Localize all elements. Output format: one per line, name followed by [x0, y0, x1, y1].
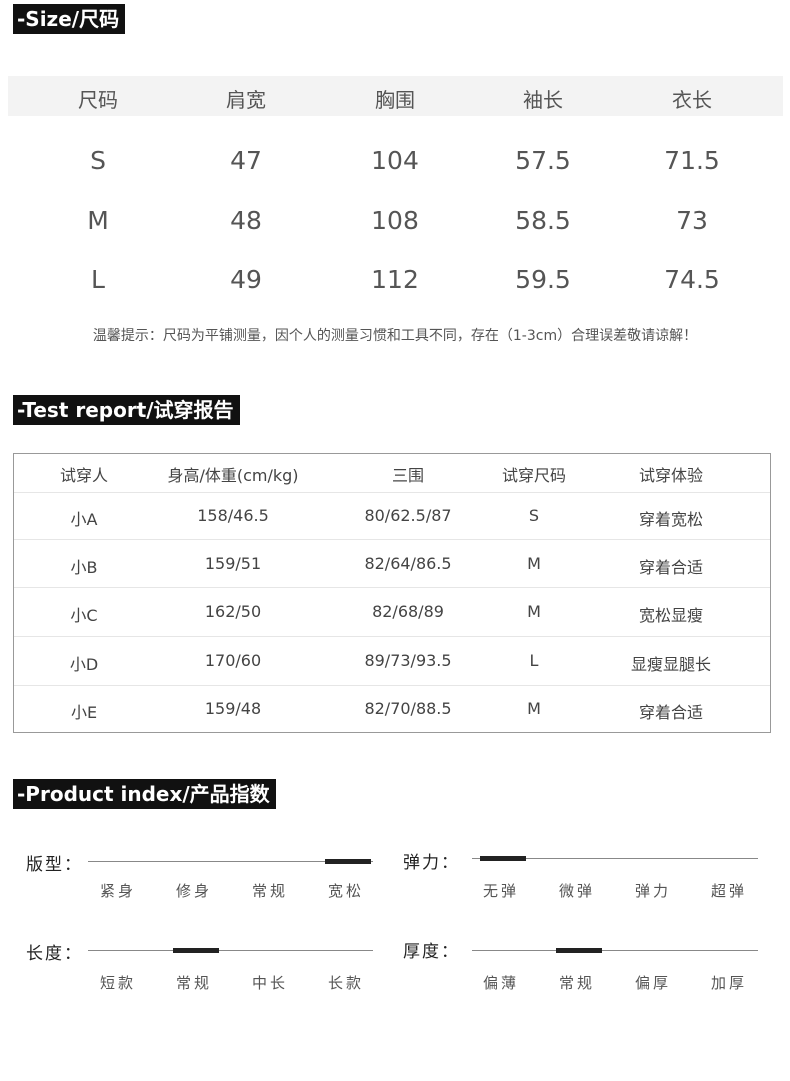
size-table-header [8, 76, 783, 116]
test-report-header-cell: 身高/体重(cm/kg) [167, 466, 299, 485]
size-cell: 112 [371, 265, 419, 294]
index-option: 常规 [558, 974, 596, 992]
size-cell: L [91, 265, 105, 294]
test-report-cell: M [527, 602, 541, 621]
test-report-cell: 显瘦显腿长 [630, 655, 712, 674]
test-report-cell: 159/51 [204, 554, 262, 573]
measurement-note: 温馨提示：尺码为平铺测量，因个人的测量习惯和工具不同，存在（1-3cm）合理误差… [92, 328, 698, 344]
test-report-table [13, 453, 771, 733]
test-report-cell: 小C [70, 606, 98, 625]
test-report-cell: 158/46.5 [197, 506, 269, 525]
test-report-cell: 宽松显瘦 [638, 606, 704, 625]
index-option: 中长 [251, 974, 289, 992]
test-report-cell: 小B [70, 558, 98, 577]
index-scale-line [88, 861, 373, 862]
index-option: 宽松 [327, 882, 365, 900]
test-report-cell: M [527, 554, 541, 573]
test-report-cell: 82/68/89 [372, 602, 444, 621]
index-scale-line [472, 858, 758, 859]
test-report-cell: 穿着合适 [638, 558, 704, 577]
index-label: 厚度： [403, 942, 460, 962]
test-report-cell: 小D [69, 655, 99, 674]
index-scale-line [472, 950, 758, 951]
row-divider [14, 539, 770, 540]
size-cell: 71.5 [664, 146, 720, 175]
index-option: 弹力 [634, 882, 672, 900]
size-cell: 47 [230, 146, 262, 175]
index-option: 超弹 [710, 882, 748, 900]
size-cell: 59.5 [515, 265, 571, 294]
test-report-cell: 82/70/88.5 [364, 699, 452, 718]
test-report-cell: M [527, 699, 541, 718]
index-selected-marker [173, 948, 219, 953]
size-cell: 48 [230, 206, 262, 235]
size-cell: 108 [371, 206, 419, 235]
index-option: 微弹 [558, 882, 596, 900]
row-divider [14, 636, 770, 637]
row-divider [14, 685, 770, 686]
size-cell: 73 [676, 206, 708, 235]
size-cell: S [90, 146, 106, 175]
size-cell: 57.5 [515, 146, 571, 175]
index-option: 偏厚 [634, 974, 672, 992]
size-cell: 74.5 [664, 265, 720, 294]
index-option: 短款 [99, 974, 137, 992]
index-option: 长款 [327, 974, 365, 992]
size-cell: 58.5 [515, 206, 571, 235]
test-report-title: -Test report/试穿报告 [13, 395, 240, 425]
test-report-cell: 170/60 [204, 651, 262, 670]
index-option: 紧身 [99, 882, 137, 900]
test-report-header-cell: 试穿人 [59, 466, 109, 485]
test-report-header-cell: 试穿尺码 [501, 466, 567, 485]
test-report-cell: 穿着合适 [638, 703, 704, 722]
index-label: 版型： [26, 855, 83, 875]
index-option: 偏薄 [482, 974, 520, 992]
test-report-cell: 穿着宽松 [638, 510, 704, 529]
test-report-cell: 82/64/86.5 [364, 554, 452, 573]
index-option: 加厚 [710, 974, 748, 992]
test-report-header-cell: 三围 [391, 466, 425, 485]
index-label: 长度： [26, 944, 83, 964]
index-label: 弹力： [403, 853, 460, 873]
size-header-cell: 胸围 [375, 88, 415, 112]
test-report-header-cell: 试穿体验 [638, 466, 704, 485]
size-header-cell: 尺码 [78, 88, 118, 112]
index-option: 无弹 [482, 882, 520, 900]
index-option: 常规 [175, 974, 213, 992]
test-report-cell: 小A [70, 510, 98, 529]
size-header-cell: 肩宽 [226, 88, 266, 112]
test-report-cell: 159/48 [204, 699, 262, 718]
index-selected-marker [556, 948, 602, 953]
size-cell: 104 [371, 146, 419, 175]
size-header-cell: 袖长 [523, 88, 563, 112]
test-report-cell: 小E [70, 703, 98, 722]
index-selected-marker [325, 859, 371, 864]
size-header-cell: 衣长 [672, 88, 712, 112]
test-report-cell: 162/50 [204, 602, 262, 621]
product-index-title: -Product index/产品指数 [13, 779, 276, 809]
row-divider [14, 492, 770, 493]
test-report-cell: L [529, 651, 539, 670]
test-report-cell: 89/73/93.5 [364, 651, 452, 670]
index-option: 修身 [175, 882, 213, 900]
index-selected-marker [480, 856, 526, 861]
index-option: 常规 [251, 882, 289, 900]
size-section-title: -Size/尺码 [13, 4, 126, 34]
size-cell: 49 [230, 265, 262, 294]
index-scale-line [88, 950, 373, 951]
test-report-cell: 80/62.5/87 [364, 506, 452, 525]
size-cell: M [87, 206, 109, 235]
row-divider [14, 587, 770, 588]
test-report-cell: S [528, 506, 540, 525]
